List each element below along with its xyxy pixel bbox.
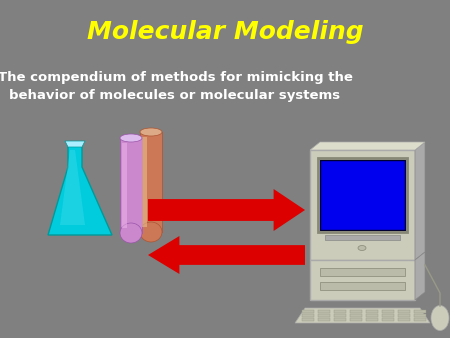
Bar bbox=[320, 282, 405, 290]
Ellipse shape bbox=[120, 223, 142, 243]
Polygon shape bbox=[48, 145, 112, 235]
Bar bbox=[318, 314, 330, 317]
Polygon shape bbox=[310, 142, 425, 150]
Bar bbox=[318, 318, 330, 321]
Polygon shape bbox=[148, 236, 305, 274]
Bar bbox=[320, 160, 405, 230]
Bar bbox=[398, 314, 410, 317]
Text: Molecular Modeling: Molecular Modeling bbox=[87, 20, 363, 44]
Bar bbox=[320, 268, 405, 276]
Bar bbox=[382, 318, 394, 321]
Bar bbox=[334, 314, 346, 317]
Bar bbox=[302, 318, 314, 321]
Ellipse shape bbox=[120, 134, 142, 142]
Bar bbox=[350, 310, 362, 313]
Ellipse shape bbox=[358, 245, 366, 250]
Bar bbox=[398, 310, 410, 313]
FancyBboxPatch shape bbox=[310, 150, 415, 260]
Bar bbox=[142, 137, 147, 227]
Bar bbox=[366, 310, 378, 313]
Bar bbox=[414, 318, 426, 321]
Polygon shape bbox=[415, 142, 425, 260]
Bar bbox=[302, 310, 314, 313]
Bar bbox=[318, 310, 330, 313]
Bar bbox=[366, 318, 378, 321]
Polygon shape bbox=[60, 150, 85, 225]
Bar bbox=[414, 314, 426, 317]
Bar bbox=[366, 314, 378, 317]
Bar bbox=[140, 132, 162, 232]
Polygon shape bbox=[148, 189, 305, 231]
Bar bbox=[350, 314, 362, 317]
Bar bbox=[414, 310, 426, 313]
Bar bbox=[325, 235, 400, 240]
Bar bbox=[334, 318, 346, 321]
Ellipse shape bbox=[431, 306, 449, 331]
FancyBboxPatch shape bbox=[310, 260, 415, 300]
Bar bbox=[334, 310, 346, 313]
Bar bbox=[318, 158, 407, 232]
Bar bbox=[120, 138, 142, 233]
Polygon shape bbox=[295, 308, 430, 323]
Text: behavior of molecules or molecular systems: behavior of molecules or molecular syste… bbox=[9, 89, 341, 101]
Bar bbox=[382, 314, 394, 317]
Ellipse shape bbox=[140, 128, 162, 136]
Bar bbox=[302, 314, 314, 317]
Text: The compendium of methods for mimicking the: The compendium of methods for mimicking … bbox=[0, 72, 352, 84]
Bar bbox=[122, 143, 127, 228]
Ellipse shape bbox=[140, 222, 162, 242]
Polygon shape bbox=[65, 141, 85, 147]
Polygon shape bbox=[415, 252, 425, 300]
Bar bbox=[398, 318, 410, 321]
Bar bbox=[382, 310, 394, 313]
Bar bbox=[350, 318, 362, 321]
